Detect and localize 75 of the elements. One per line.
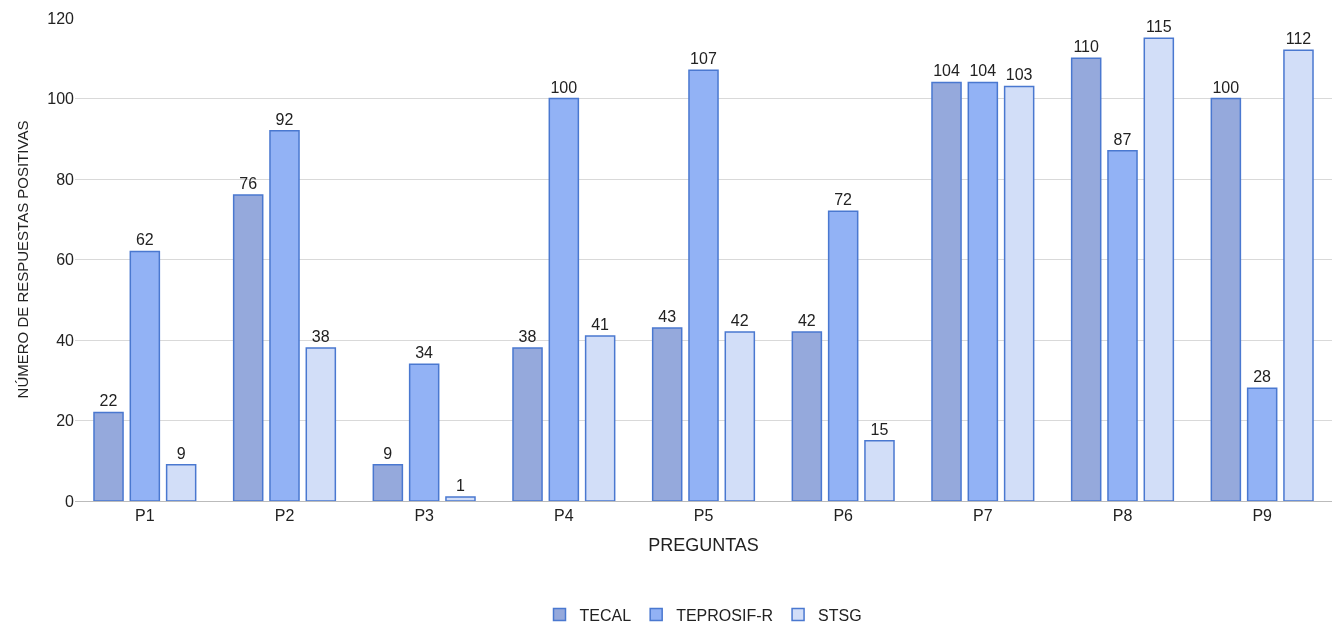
bar	[1283, 49, 1314, 501]
bar	[1003, 85, 1035, 501]
x-tick-label: P8	[1112, 507, 1133, 525]
data-label: 92	[275, 110, 294, 128]
x-tick-label: P6	[833, 507, 854, 525]
bar	[372, 464, 404, 501]
bar	[1070, 57, 1102, 501]
data-label: 115	[1146, 18, 1172, 36]
data-label: 107	[690, 50, 717, 68]
data-label: 41	[591, 315, 610, 333]
bar	[931, 81, 962, 501]
x-tick-label: P7	[973, 507, 993, 525]
bar	[232, 194, 264, 501]
bar	[724, 331, 756, 501]
data-label: 110	[1073, 38, 1099, 56]
y-tick-label: 20	[56, 412, 75, 430]
bar	[651, 327, 683, 501]
x-tick-label: P3	[414, 507, 435, 525]
data-label: 43	[658, 307, 677, 325]
data-label: 42	[730, 311, 749, 329]
data-label: 76	[239, 175, 258, 193]
data-label: 104	[969, 62, 997, 80]
data-label: 38	[311, 328, 330, 346]
bar	[827, 210, 859, 501]
bar	[165, 464, 197, 501]
data-label: 28	[1253, 368, 1272, 386]
data-label: 34	[415, 344, 434, 362]
bar	[445, 496, 476, 501]
y-axis-title: NÚMERO DE RESPUESTAS POSITIVAS	[13, 120, 31, 399]
data-label: 112	[1285, 30, 1312, 48]
data-label: 62	[135, 231, 154, 249]
bar	[305, 347, 337, 501]
y-tick-label: 80	[56, 170, 75, 188]
bar	[548, 97, 580, 501]
bar	[129, 250, 161, 501]
bar	[269, 129, 300, 501]
bar	[864, 439, 895, 501]
x-axis-title: PREGUNTAS	[648, 535, 759, 556]
bar	[1107, 150, 1138, 501]
data-label: 42	[797, 311, 816, 329]
x-tick-label: P4	[554, 507, 574, 525]
bar	[791, 331, 823, 501]
legend-label: TEPROSIF-R	[676, 606, 774, 624]
data-label: 38	[518, 328, 537, 346]
data-label: 9	[176, 444, 186, 462]
bar	[1210, 97, 1242, 501]
bar	[584, 335, 616, 501]
y-tick-label: 40	[56, 331, 75, 349]
bar	[93, 411, 124, 501]
data-label: 72	[834, 191, 853, 209]
data-label: 15	[870, 420, 889, 438]
data-label: 1	[455, 476, 465, 494]
x-tick-label: P1	[135, 507, 155, 525]
data-label: 100	[1212, 78, 1240, 96]
x-tick-label: P2	[274, 507, 295, 525]
bar	[967, 81, 999, 501]
bar	[688, 69, 719, 501]
data-label: 9	[383, 444, 393, 462]
data-label: 103	[1005, 66, 1033, 84]
bar	[1143, 37, 1175, 501]
data-label: 87	[1113, 130, 1132, 148]
y-tick-label: 100	[47, 90, 75, 108]
x-tick-label: P5	[693, 507, 714, 525]
legend-label: TECAL	[579, 606, 632, 624]
data-label: 104	[933, 62, 960, 80]
bar	[408, 363, 440, 501]
bar	[1246, 387, 1278, 501]
x-tick-label: P9	[1252, 507, 1273, 525]
y-tick-label: 120	[47, 9, 75, 27]
bar	[512, 347, 543, 501]
data-label: 22	[99, 392, 118, 410]
legend-label: STSG	[818, 606, 862, 624]
data-label: 100	[550, 78, 578, 96]
y-tick-label: 60	[56, 251, 75, 269]
y-tick-label: 0	[65, 492, 75, 510]
